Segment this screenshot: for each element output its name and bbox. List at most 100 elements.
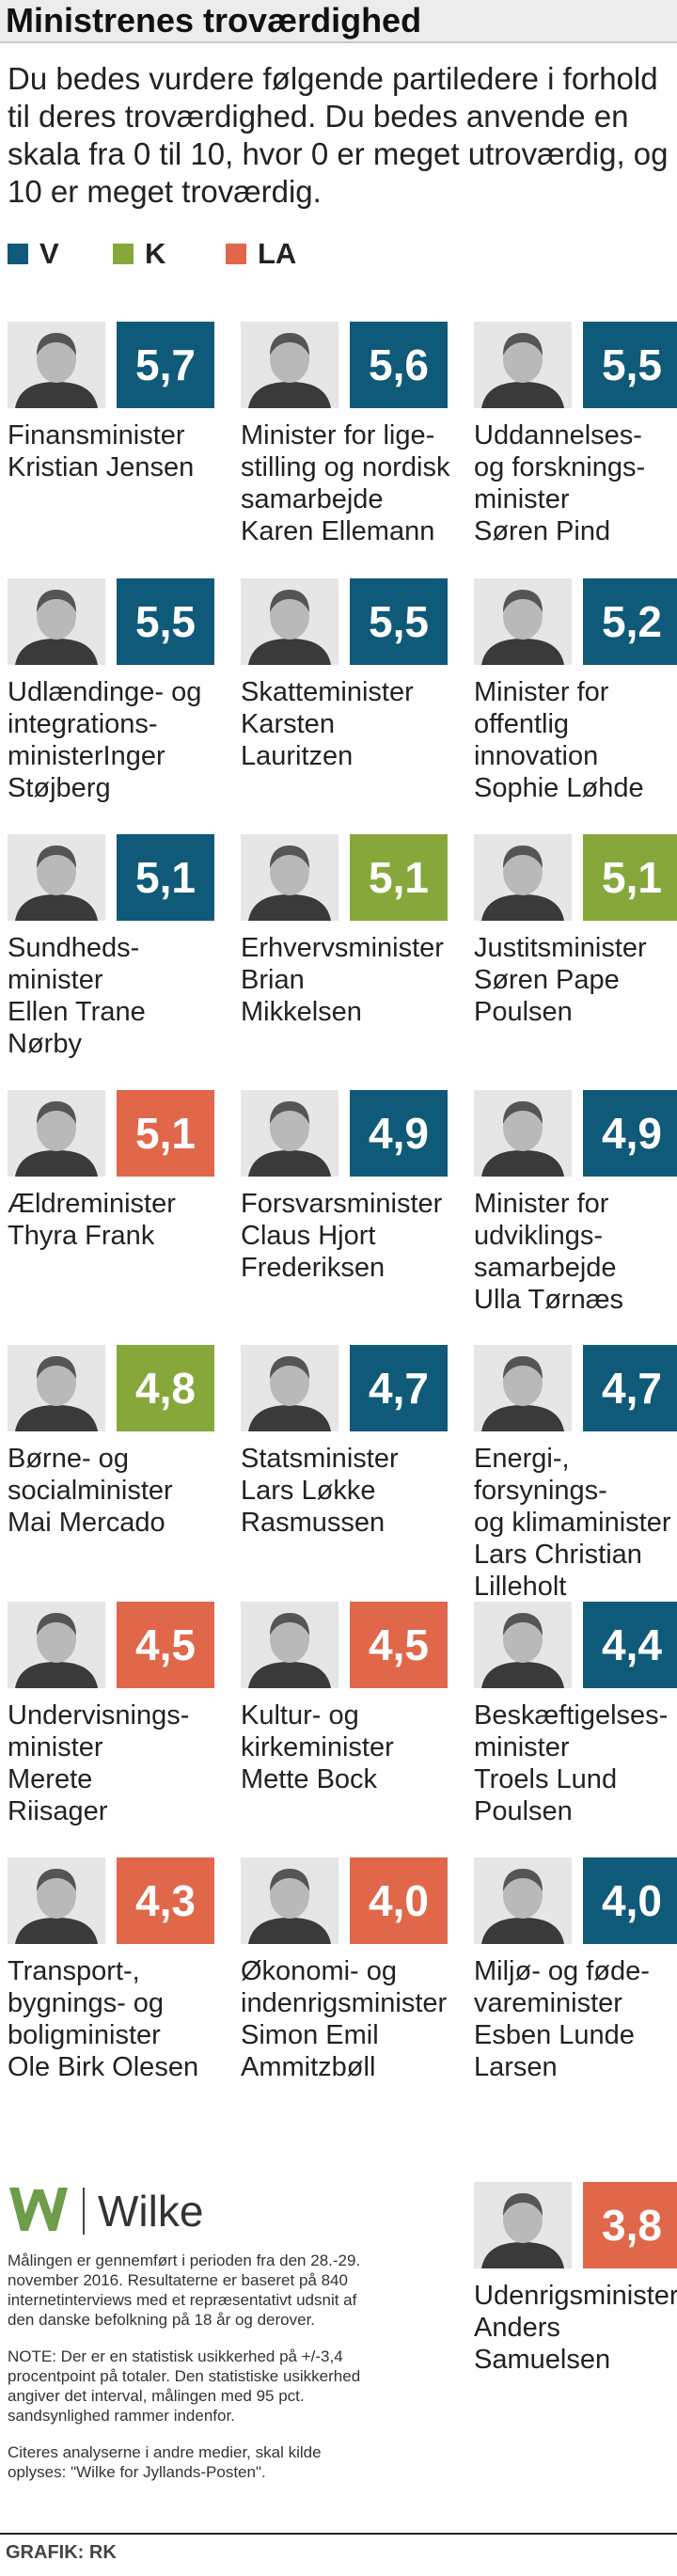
minister-card-claus-hjort-frederiksen: 4,9 Forsvarsminister Claus Hjort Frederik… xyxy=(241,1090,459,1344)
minister-photo xyxy=(241,1857,338,1944)
minister-caption: Ældreminister Thyra Frank xyxy=(8,1189,176,1251)
minister-photo xyxy=(474,1602,572,1688)
minister-photo xyxy=(474,578,572,665)
minister-card-karsten-lauritzen: 5,5 Skatteminister Karsten Lauritzen xyxy=(241,578,459,832)
minister-photo xyxy=(241,834,338,921)
portrait-icon xyxy=(474,1345,572,1431)
minister-caption: Minister for offentlig innovation Sophie… xyxy=(474,677,644,803)
minister-caption: Statsminister Lars Løkke Rasmussen xyxy=(241,1444,399,1538)
legend-label-la: LA xyxy=(258,237,297,270)
minister-card-thyra-frank: 5,1 Ældreminister Thyra Frank xyxy=(8,1090,226,1344)
legend-swatch-la xyxy=(226,244,246,264)
score-badge: 4,9 xyxy=(583,1090,677,1177)
wilke-w-icon xyxy=(9,2188,68,2231)
score-badge: 5,5 xyxy=(350,578,448,665)
portrait-icon xyxy=(241,1345,338,1431)
minister-photo xyxy=(241,322,338,408)
minister-caption: Justitsminister Søren Pape Poulsen xyxy=(474,933,647,1027)
legend-label-k: K xyxy=(145,237,166,270)
party-legend: V K LA xyxy=(8,235,669,273)
legend-swatch-k xyxy=(113,244,134,264)
minister-caption: Miljø- og føde- vareminister Esben Lunde… xyxy=(474,1956,650,2082)
score-badge: 4,0 xyxy=(583,1857,677,1944)
graphic-credit: GRAFIK: RK xyxy=(6,2542,117,2563)
portrait-icon xyxy=(241,578,338,665)
minister-card-kristian-jensen: 5,7 Finansminister Kristian Jensen xyxy=(8,322,226,576)
minister-photo xyxy=(241,1345,338,1431)
logo-divider xyxy=(83,2188,85,2235)
minister-caption: Børne- og socialminister Mai Mercado xyxy=(8,1444,173,1538)
legend-swatch-v xyxy=(8,244,28,264)
minister-photo xyxy=(8,1345,105,1431)
score-badge: 5,5 xyxy=(583,322,677,408)
portrait-icon xyxy=(474,834,572,921)
portrait-icon xyxy=(8,578,105,665)
score-badge: 4,7 xyxy=(583,1345,677,1431)
minister-card-brian-mikkelsen: 5,1 Erhvervsminister Brian Mikkelsen xyxy=(241,834,459,1088)
minister-card-lars-christian-lilleholt: 4,7 Energi-, forsynings- og klimaminister… xyxy=(474,1345,677,1602)
minister-card-soeren-pind: 5,5 Uddannelses- og forsknings- minister … xyxy=(474,322,677,576)
minister-photo xyxy=(241,1602,338,1688)
minister-caption: Uddannelses- og forsknings- minister Sør… xyxy=(474,420,646,546)
score-badge: 5,1 xyxy=(117,1090,214,1177)
minister-card-merete-riisager: 4,5 Undervisnings- minister Merete Riisag… xyxy=(8,1602,226,1856)
minister-photo xyxy=(241,1090,338,1177)
score-badge: 4,4 xyxy=(583,1602,677,1688)
score-badge: 5,6 xyxy=(350,322,448,408)
citation-text: Citeres analyserne i andre medier, skal … xyxy=(8,2443,322,2481)
page-title: Ministrenes troværdighed xyxy=(0,0,677,43)
portrait-icon xyxy=(474,2182,572,2268)
minister-caption: Finansminister Kristian Jensen xyxy=(8,420,195,482)
score-badge: 5,5 xyxy=(117,578,214,665)
score-badge: 4,5 xyxy=(117,1602,214,1688)
score-badge: 4,7 xyxy=(350,1345,448,1431)
minister-caption: Sundheds- minister Ellen Trane Nørby xyxy=(8,933,146,1059)
minister-caption: Minister for lige- stilling og nordisk s… xyxy=(241,420,450,546)
minister-photo xyxy=(474,1090,572,1177)
minister-card-inger-stoejberg: 5,5 Udlændinge- og integrations- minister… xyxy=(8,578,226,832)
minister-card-ulla-toernaes: 4,9 Minister for udviklings- samarbejde U… xyxy=(474,1090,677,1344)
minister-photo xyxy=(241,578,338,665)
portrait-icon xyxy=(8,834,105,921)
minister-caption: Undervisnings- minister Merete Riisager xyxy=(8,1700,190,1826)
minister-photo xyxy=(8,1602,105,1688)
minister-card-mette-bock: 4,5 Kultur- og kirkeminister Mette Bock xyxy=(241,1602,459,1856)
minister-card-anders-samuelsen: 3,8 Udenrigsminister Anders Samuelsen xyxy=(474,2182,677,2436)
minister-caption: Forsvarsminister Claus Hjort Frederiksen xyxy=(241,1189,443,1283)
score-badge: 5,1 xyxy=(583,834,677,921)
minister-caption: Skatteminister Karsten Lauritzen xyxy=(241,677,414,771)
score-badge: 5,1 xyxy=(350,834,448,921)
minister-card-sophie-loehde: 5,2 Minister for offentlig innovation Sop… xyxy=(474,578,677,832)
score-badge: 4,8 xyxy=(117,1345,214,1431)
minister-photo xyxy=(8,834,105,921)
minister-card-soeren-pape-poulsen: 5,1 Justitsminister Søren Pape Poulsen xyxy=(474,834,677,1088)
page-subtitle: Du bedes vurdere følgende partiledere i … xyxy=(8,61,669,209)
score-badge: 4,5 xyxy=(350,1602,448,1688)
score-badge: 4,3 xyxy=(117,1857,214,1944)
portrait-icon xyxy=(8,322,105,408)
score-badge: 4,0 xyxy=(350,1857,448,1944)
minister-card-simon-emil-ammitzboell: 4,0 Økonomi- og indenrigsminister Simon E… xyxy=(241,1857,459,2111)
minister-photo xyxy=(8,322,105,408)
score-badge: 5,1 xyxy=(117,834,214,921)
score-badge: 5,2 xyxy=(583,578,677,665)
minister-caption: Beskæftigelses- minister Troels Lund Pou… xyxy=(474,1700,669,1826)
minister-caption: Kultur- og kirkeminister Mette Bock xyxy=(241,1700,394,1794)
minister-card-ellen-trane-noerby: 5,1 Sundheds- minister Ellen Trane Nørby xyxy=(8,834,226,1088)
portrait-icon xyxy=(474,1090,572,1177)
minister-card-ole-birk-olesen: 4,3 Transport-, bygnings- og boligministe… xyxy=(8,1857,226,2111)
uncertainty-note: NOTE: Der er en statistisk usikkerhed på… xyxy=(8,2347,361,2425)
minister-card-mai-mercado: 4,8 Børne- og socialminister Mai Mercado xyxy=(8,1345,226,1599)
minister-card-karen-ellemann: 5,6 Minister for lige- stilling og nordis… xyxy=(241,322,459,576)
portrait-icon xyxy=(8,1602,105,1688)
wilke-logo: Wilke xyxy=(8,2182,280,2240)
minister-photo xyxy=(8,1090,105,1177)
minister-card-esben-lunde-larsen: 4,0 Miljø- og føde- vareminister Esben Lu… xyxy=(474,1857,677,2111)
footer-divider xyxy=(0,2533,677,2535)
portrait-icon xyxy=(241,1602,338,1688)
legend-label-v: V xyxy=(39,237,59,270)
score-badge: 3,8 xyxy=(583,2182,677,2268)
portrait-icon xyxy=(474,322,572,408)
portrait-icon xyxy=(8,1857,105,1944)
